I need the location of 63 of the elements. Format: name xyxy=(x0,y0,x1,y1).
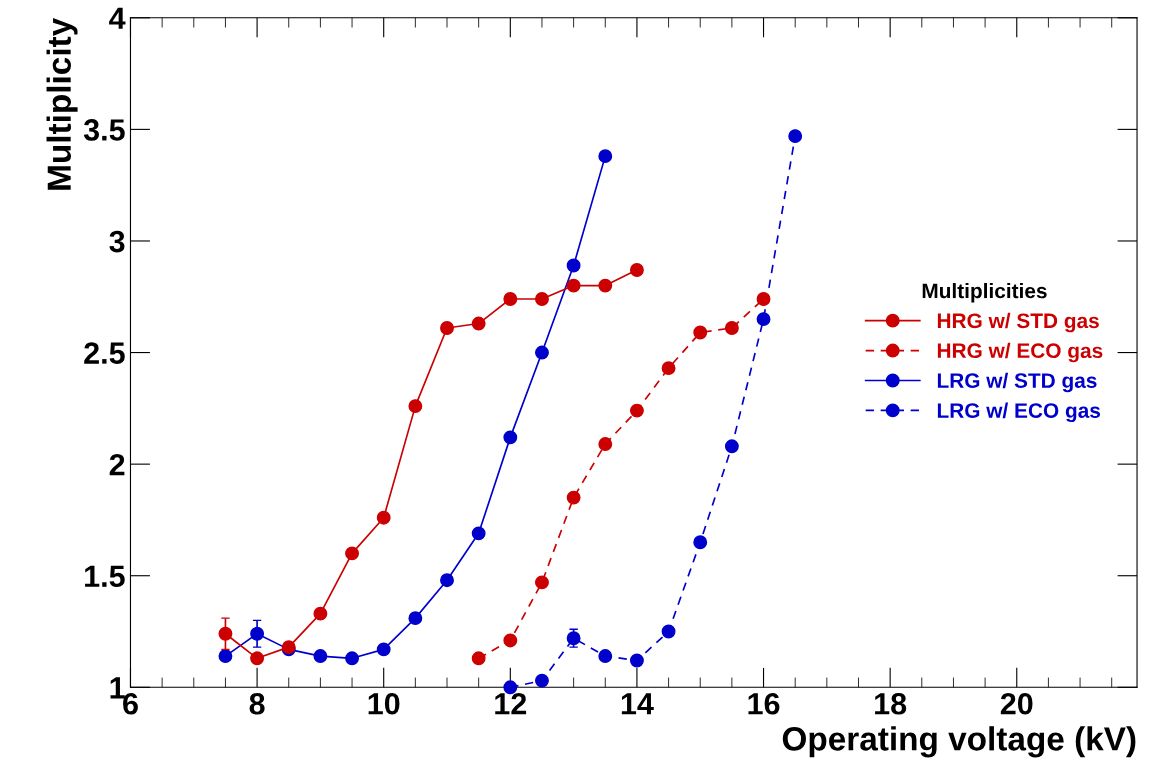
point xyxy=(313,649,328,664)
point xyxy=(471,316,486,331)
point xyxy=(408,611,423,626)
x-tick-label: 12 xyxy=(495,692,527,715)
point xyxy=(724,439,739,454)
point xyxy=(440,573,454,588)
point xyxy=(724,321,739,335)
point xyxy=(566,258,581,273)
point xyxy=(440,321,454,335)
point xyxy=(376,510,391,525)
legend-label: HRG w/ ECO gas xyxy=(937,342,1103,363)
point xyxy=(756,312,771,327)
x-tick-label: 6 xyxy=(123,692,138,715)
point xyxy=(598,149,613,164)
point xyxy=(598,278,613,293)
point xyxy=(345,546,359,561)
point xyxy=(598,649,613,664)
point xyxy=(598,437,613,452)
legend-label: HRG w/ STD gas xyxy=(937,312,1099,333)
x-tick-label: 18 xyxy=(875,692,907,715)
y-tick-label: 2.5 xyxy=(84,342,125,364)
point xyxy=(693,535,708,550)
point xyxy=(250,651,265,666)
point xyxy=(788,129,803,144)
point xyxy=(629,263,644,277)
point xyxy=(313,606,328,621)
x-tick-label: 16 xyxy=(748,692,780,715)
legend-title: Multiplicities xyxy=(922,282,1047,303)
point xyxy=(503,430,518,445)
point xyxy=(345,651,359,666)
y-tick-label: 1 xyxy=(110,677,125,699)
point xyxy=(471,526,486,541)
point xyxy=(503,633,518,648)
point xyxy=(661,361,676,376)
point xyxy=(218,649,233,664)
y-tick-label: 3.5 xyxy=(83,119,125,141)
point xyxy=(471,651,486,666)
point xyxy=(376,642,391,657)
point xyxy=(566,490,581,505)
point xyxy=(629,653,644,668)
y-tick-label: 3 xyxy=(109,230,125,253)
y-tick-label: 2 xyxy=(109,453,125,476)
legend-label: LRG w/ ECO gas xyxy=(937,402,1101,423)
x-tick-label: 20 xyxy=(1000,692,1033,715)
x-tick-label: 8 xyxy=(249,692,265,715)
point xyxy=(629,403,644,418)
point xyxy=(535,575,549,590)
point xyxy=(535,345,549,360)
point xyxy=(503,292,518,306)
legend-label: LRG w/ STD gas xyxy=(937,372,1097,393)
point xyxy=(756,292,771,306)
point xyxy=(535,292,549,306)
point xyxy=(693,325,708,340)
point xyxy=(408,399,423,414)
y-tick-label: 4 xyxy=(109,7,126,29)
y-tick-label: 1.5 xyxy=(85,565,125,588)
y-axis-title: Multiplicity xyxy=(46,17,78,190)
x-axis-title: Operating voltage (kV) xyxy=(782,726,1136,758)
point xyxy=(661,624,676,639)
point xyxy=(535,673,549,688)
x-tick-label: 14 xyxy=(621,693,654,715)
point xyxy=(566,278,581,293)
x-tick-label: 10 xyxy=(368,692,400,715)
